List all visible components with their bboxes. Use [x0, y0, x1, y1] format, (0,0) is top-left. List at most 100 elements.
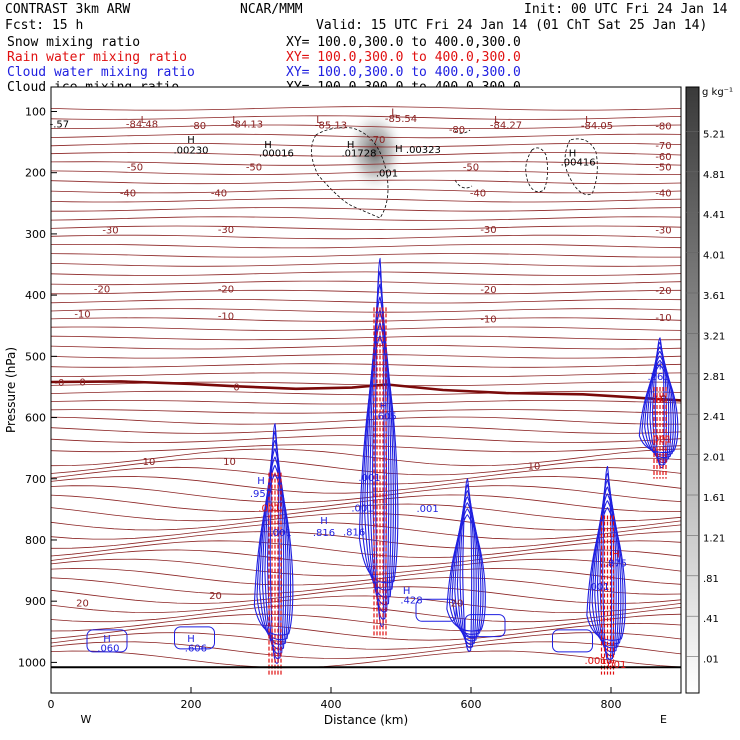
- x-tick-label: 400: [321, 698, 342, 711]
- extremum-label: .00416: [561, 158, 596, 169]
- isotherm-line: [51, 390, 681, 396]
- extremum-label: .001: [587, 582, 609, 593]
- isotherm-line: [51, 540, 681, 559]
- isotherm-line: [51, 271, 681, 276]
- valid-time: Valid: 15 UTC Fri 24 Jan 14 (01 ChT Sat …: [316, 18, 708, 33]
- isotherm-label: -85.13: [315, 120, 347, 131]
- isotherm-line: [51, 152, 681, 157]
- colorbar-label: 2.81: [703, 372, 725, 383]
- isotherm-label: -30: [102, 226, 118, 237]
- colorbar-label: .81: [703, 574, 719, 585]
- y-tick-label: 400: [25, 289, 46, 302]
- isotherm-line: [51, 577, 681, 595]
- isotherm-line: [51, 622, 681, 641]
- x-end-label-east: E: [660, 713, 667, 726]
- extremum-label: H: [569, 148, 577, 159]
- isotherm-line: [51, 400, 681, 405]
- isotherm-label: -50: [463, 163, 479, 174]
- isotherm-label: -84.13: [231, 120, 263, 131]
- isotherm-line: [51, 170, 681, 175]
- isotherm-line: [51, 604, 681, 623]
- extremum-label: H: [347, 140, 355, 151]
- isotherm-line: [51, 558, 681, 577]
- isotherm-line: [51, 197, 681, 203]
- isotherm-line: [51, 650, 681, 669]
- colorbar-label: 3.21: [703, 331, 725, 342]
- extremum-label: L: [141, 115, 147, 126]
- organization-label: NCAR/MMM: [240, 2, 303, 17]
- isotherm-line: [51, 444, 681, 453]
- isotherm-line: [51, 416, 681, 425]
- colorbar-unit: g kg⁻¹: [702, 87, 733, 98]
- isotherm-line: [51, 133, 681, 139]
- y-tick-label: 600: [25, 412, 46, 425]
- colorbar-label: 1.61: [703, 493, 725, 504]
- isotherm-line: [51, 494, 681, 513]
- x-end-label-west: W: [81, 713, 92, 726]
- field-rain-label: Rain water mixing ratio: [7, 50, 188, 65]
- snow-ice-outline-contour: [454, 179, 473, 189]
- snow-ice-outline-contour: [525, 147, 548, 193]
- isotherm-line: [51, 216, 681, 221]
- extremum-label: -.57: [50, 120, 70, 131]
- snow-ice-outline-contour: [564, 138, 598, 196]
- isotherm-line: [51, 308, 681, 313]
- isotherm-line: [51, 280, 681, 286]
- colorbar: [685, 86, 700, 694]
- field-rain-xsec: XY= 100.0,300.0 to 400.0,300.0: [286, 50, 521, 65]
- extremum-label: L: [494, 115, 500, 126]
- isotherm-label: -10: [74, 309, 90, 320]
- colorbar-label: 4.01: [703, 251, 725, 262]
- extremum-label: L: [232, 115, 238, 126]
- snow-ice-outline-contour: [311, 127, 389, 219]
- isotherm-label: 10: [143, 457, 156, 468]
- cloud-water-contour: [174, 626, 215, 650]
- isotherm-line: [51, 289, 681, 295]
- x-tick-label: 600: [461, 698, 482, 711]
- cloud-water-contour: [256, 464, 292, 641]
- y-tick-label: 100: [25, 105, 46, 118]
- colorbar-label: 1.21: [703, 533, 725, 544]
- x-axis-title: Distance (km): [324, 713, 408, 727]
- isotherm-line: [51, 188, 681, 194]
- extremum-label: H: [257, 476, 265, 487]
- extremum-label: .00323: [406, 145, 441, 156]
- isotherm-line: [51, 253, 681, 258]
- extremum-label: H: [403, 586, 411, 597]
- isotherm-label: 10: [223, 457, 236, 468]
- colorbar-label: 4.41: [703, 210, 725, 221]
- extremum-label: .001: [269, 528, 291, 539]
- extremum-label: H: [103, 634, 111, 645]
- isotherm-line: [51, 225, 681, 231]
- extremum-label: .00016: [259, 148, 294, 159]
- cloud-water-contour: [446, 514, 486, 632]
- isotherm-line: [51, 161, 681, 166]
- extremum-label: .001: [650, 434, 672, 445]
- isotherm-line: [51, 503, 681, 522]
- colorbar-label: .01: [703, 655, 719, 666]
- snow-ice-outline-contour: [454, 129, 471, 134]
- isotherm-line: [51, 595, 681, 614]
- cloud-water-contour: [253, 473, 294, 636]
- isotherm-label: 20: [209, 591, 222, 602]
- isotherm-line: [51, 586, 681, 604]
- isotherm-label: -84.27: [490, 120, 522, 131]
- isotherm-label: -50: [246, 163, 262, 174]
- isotherm-label: -80: [190, 121, 206, 132]
- extremum-label: H: [395, 144, 403, 155]
- isotherm-label: -50: [127, 163, 143, 174]
- isotherm-line: [51, 632, 681, 650]
- isotherm-label: -70: [369, 135, 385, 146]
- extremum-label: .265: [647, 372, 669, 383]
- isotherm-line: [51, 143, 681, 148]
- y-tick-label: 500: [25, 350, 46, 363]
- isotherm-label: -30: [480, 225, 496, 236]
- isotherm-line: [51, 106, 681, 111]
- isotherm-line: [51, 567, 681, 586]
- isotherm-line: [51, 179, 681, 185]
- isotherm-label: 0: [233, 382, 239, 393]
- isotherm-line: [51, 485, 681, 503]
- extremum-label: .001: [376, 169, 398, 180]
- init-time: Init: 00 UTC Fri 24 Jan 14: [524, 2, 728, 17]
- isotherm-line: [51, 234, 681, 240]
